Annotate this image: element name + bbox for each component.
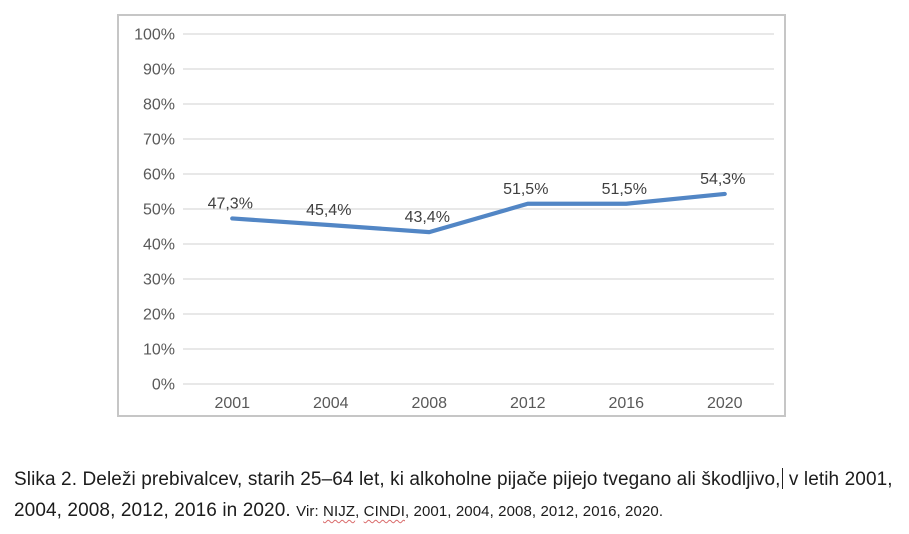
- data-series-line: [230, 191, 727, 235]
- x-axis-tick-label: 2016: [608, 395, 644, 412]
- figure-caption[interactable]: Slika 2. Deleži prebivalcev, starih 25–6…: [14, 464, 902, 527]
- source-text-segment: , 2001, 2004, 2008, 2012, 2016, 2020.: [405, 503, 664, 520]
- data-point-label: 51,5%: [602, 181, 647, 198]
- source-text-segment: Vir:: [296, 503, 324, 520]
- y-axis-tick-label: 100%: [134, 27, 175, 44]
- x-axis-tick-label: 2004: [313, 395, 349, 412]
- y-axis-tick-label: 60%: [143, 167, 175, 184]
- x-axis-tick-label: 2020: [707, 395, 743, 412]
- y-axis-tick-label: 20%: [143, 307, 175, 324]
- x-axis-tick-label: 2001: [214, 395, 250, 412]
- y-axis-tick-label: 90%: [143, 62, 175, 79]
- caption-years-text: 2004, 2008, 2012, 2016 in 2020.: [14, 500, 297, 521]
- data-point-label: 47,3%: [208, 195, 253, 212]
- data-point-label: 45,4%: [306, 202, 351, 219]
- line-chart: 0% 10% 20% 30% 40% 50% 60% 70% 80% 90% 100% 47,3% 45…: [134, 27, 774, 412]
- x-axis-tick-label: 2012: [510, 395, 546, 412]
- caption-text-before-caret: Slika 2. Deleži prebivalcev, starih 25–6…: [14, 469, 781, 490]
- source-text-segment: ,: [355, 503, 364, 520]
- text-cursor: [781, 468, 783, 489]
- y-axis-tick-label: 10%: [143, 342, 175, 359]
- data-point-label: 51,5%: [503, 181, 548, 198]
- caption-text-after-caret: v letih 2001,: [783, 469, 893, 490]
- y-axis-tick-label: 80%: [143, 97, 175, 114]
- data-point-label: 43,4%: [405, 209, 450, 226]
- source-citation: Vir: NIJZ, CINDI, 2001, 2004, 2008, 2012…: [296, 503, 663, 520]
- y-axis-tick-label: 0%: [152, 377, 175, 394]
- y-axis-tick-label: 70%: [143, 132, 175, 149]
- y-axis-tick-label: 50%: [143, 202, 175, 219]
- caption-line-1: Slika 2. Deleži prebivalcev, starih 25–6…: [14, 464, 902, 495]
- misspelled-word: CINDI: [363, 503, 405, 520]
- x-axis-tick-label: 2008: [411, 395, 447, 412]
- y-axis-tick-label: 40%: [143, 237, 175, 254]
- data-point-label: 54,3%: [700, 171, 745, 188]
- misspelled-word: NIJZ: [323, 503, 356, 520]
- y-axis-tick-label: 30%: [143, 272, 175, 289]
- chart-object[interactable]: 0% 10% 20% 30% 40% 50% 60% 70% 80% 90% 100% 47,3% 45…: [117, 14, 786, 417]
- caption-line-2: 2004, 2008, 2012, 2016 in 2020. Vir: NIJ…: [14, 495, 902, 527]
